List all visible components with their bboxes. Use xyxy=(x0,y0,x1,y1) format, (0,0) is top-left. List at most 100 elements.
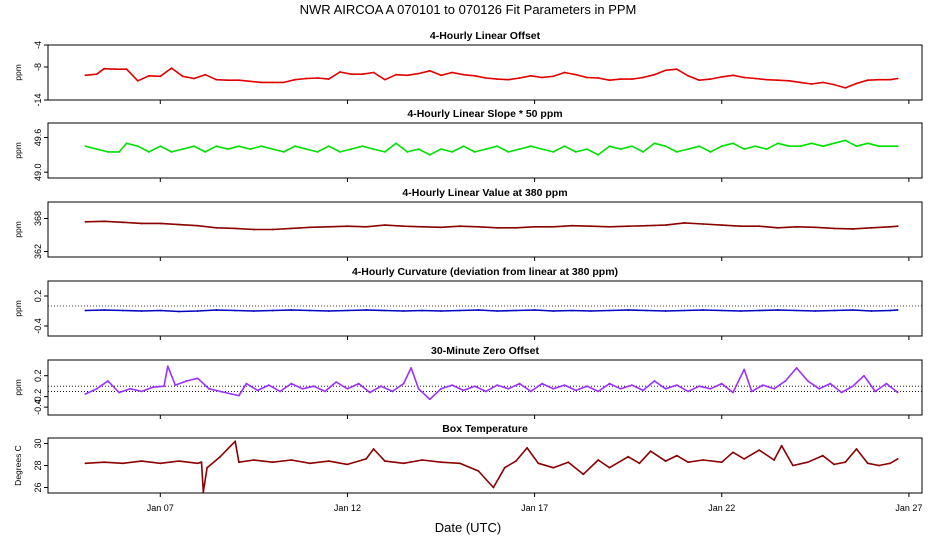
data-point xyxy=(507,387,510,390)
data-point xyxy=(260,81,263,84)
x-tick-label: Jan 07 xyxy=(147,503,174,513)
data-point xyxy=(855,448,858,450)
x-tick-label: Jan 22 xyxy=(708,503,735,513)
data-point xyxy=(507,151,510,153)
data-point xyxy=(95,387,98,390)
data-point xyxy=(279,390,281,393)
data-point xyxy=(702,223,704,225)
data-point xyxy=(219,455,222,458)
data-point xyxy=(776,309,779,311)
data-point xyxy=(582,473,585,476)
data-point xyxy=(208,387,210,390)
data-point xyxy=(627,455,630,458)
data-point xyxy=(271,228,274,231)
data-point xyxy=(103,461,106,464)
data-point xyxy=(473,74,476,77)
data-point xyxy=(327,310,330,312)
data-point xyxy=(170,67,173,69)
data-point xyxy=(395,73,398,76)
data-point xyxy=(417,148,420,150)
data-point xyxy=(237,461,240,464)
data-point xyxy=(365,458,368,460)
panel-title: 4-Hourly Linear Offset xyxy=(430,30,541,42)
data-point xyxy=(440,461,442,464)
data-point xyxy=(795,309,798,312)
data-point xyxy=(631,384,633,387)
x-tick-label: Jan 12 xyxy=(334,503,361,513)
data-point xyxy=(485,390,487,393)
data-point xyxy=(889,145,892,148)
data-point xyxy=(496,310,499,312)
data-point xyxy=(178,310,180,313)
data-point xyxy=(627,309,630,311)
data-point xyxy=(305,148,308,150)
data-point xyxy=(290,227,293,230)
data-point xyxy=(252,228,255,231)
panel-title: 4-Hourly Linear Value at 380 ppm xyxy=(402,187,567,199)
data-point xyxy=(458,462,461,465)
data-point xyxy=(743,458,746,460)
y-tick-label: -4 xyxy=(33,41,43,49)
data-point xyxy=(163,385,165,388)
data-point xyxy=(196,310,199,312)
data-point xyxy=(140,390,143,393)
data-point xyxy=(683,309,686,312)
data-point xyxy=(249,80,252,83)
data-point xyxy=(503,466,506,469)
data-point xyxy=(541,382,543,385)
data-point xyxy=(166,365,169,368)
data-point xyxy=(256,389,259,392)
data-point xyxy=(159,462,162,465)
data-point xyxy=(301,387,304,390)
data-point xyxy=(806,461,809,464)
y-axis-label: Degrees C xyxy=(13,445,23,486)
data-point xyxy=(675,454,678,457)
x-axis-label: Date (UTC) xyxy=(435,520,501,535)
data-point xyxy=(106,380,109,382)
data-point xyxy=(743,148,746,150)
data-point xyxy=(252,459,255,461)
data-point xyxy=(327,460,330,462)
data-point xyxy=(776,79,779,82)
data-point xyxy=(851,228,854,230)
data-point xyxy=(529,390,532,393)
data-point xyxy=(589,310,592,312)
data-point xyxy=(380,385,383,388)
data-point xyxy=(750,390,753,393)
data-point xyxy=(477,309,480,311)
data-point xyxy=(642,151,645,153)
data-point xyxy=(675,68,678,71)
y-tick-label: 28 xyxy=(33,460,43,470)
data-point xyxy=(896,145,899,148)
data-point xyxy=(552,310,555,312)
data-point xyxy=(720,382,723,385)
data-point xyxy=(125,142,128,145)
data-point xyxy=(687,461,689,464)
data-point xyxy=(339,151,341,153)
panel-2: 4-Hourly Linear Slope * 50 ppm 49.6 49.0 pp… xyxy=(13,108,923,182)
data-point xyxy=(619,78,622,80)
data-point xyxy=(608,145,611,148)
data-point xyxy=(896,309,899,311)
data-point xyxy=(851,385,854,388)
data-point xyxy=(410,366,412,369)
data-point xyxy=(541,76,543,79)
data-point xyxy=(402,382,405,385)
data-point xyxy=(196,224,199,227)
data-point xyxy=(462,145,465,148)
data-point xyxy=(773,459,776,461)
data-point xyxy=(215,309,218,311)
y-tick-label: -0.2 xyxy=(33,389,43,405)
data-point xyxy=(95,148,98,150)
data-point xyxy=(589,225,592,228)
data-point xyxy=(369,391,371,394)
data-point xyxy=(458,309,461,312)
data-point xyxy=(642,76,645,79)
data-point xyxy=(440,74,442,77)
data-point xyxy=(896,458,899,460)
data-point xyxy=(567,461,570,464)
data-point xyxy=(316,77,319,79)
panel-frame xyxy=(47,437,923,494)
data-point xyxy=(477,470,480,472)
